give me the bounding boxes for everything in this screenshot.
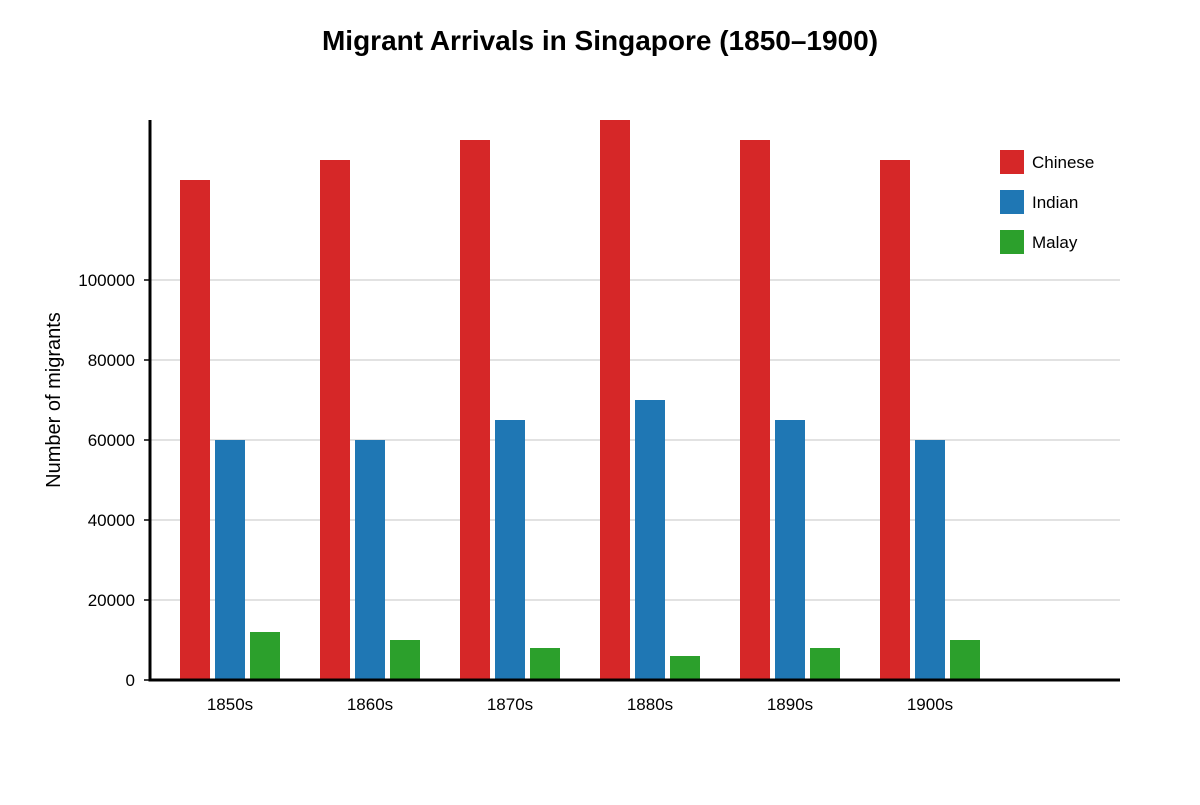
x-tick-label: 1850s [207, 695, 253, 714]
legend-swatch-indian [1000, 190, 1024, 214]
bar-malay-1870s [530, 648, 560, 680]
y-tick-label: 100000 [78, 271, 135, 290]
chart-title: Migrant Arrivals in Singapore (1850–1900… [322, 25, 878, 56]
bar-chinese-1890s [740, 140, 770, 680]
legend-label-malay: Malay [1032, 233, 1078, 252]
legend-swatch-chinese [1000, 150, 1024, 174]
y-tick-label: 0 [126, 671, 135, 690]
x-tick-label: 1860s [347, 695, 393, 714]
y-tick-labels: 0 20000 40000 60000 80000 100000 [78, 271, 135, 690]
bar-indian-1860s [355, 440, 385, 680]
bar-chinese-1880s [600, 120, 630, 680]
bar-chinese-1860s [320, 160, 350, 680]
bar-malay-1860s [390, 640, 420, 680]
legend: Chinese Indian Malay [1000, 150, 1094, 254]
x-tick-labels: 1850s 1860s 1870s 1880s 1890s 1900s [207, 695, 953, 714]
bar-chinese-1850s [180, 180, 210, 680]
bar-indian-1880s [635, 400, 665, 680]
bars [180, 120, 980, 680]
legend-swatch-malay [1000, 230, 1024, 254]
bar-chinese-1900s [880, 160, 910, 680]
legend-label-indian: Indian [1032, 193, 1078, 212]
bar-indian-1870s [495, 420, 525, 680]
bar-malay-1900s [950, 640, 980, 680]
bar-indian-1900s [915, 440, 945, 680]
x-tick-label: 1900s [907, 695, 953, 714]
bar-indian-1850s [215, 440, 245, 680]
legend-label-chinese: Chinese [1032, 153, 1094, 172]
x-tick-label: 1870s [487, 695, 533, 714]
y-tick-label: 20000 [88, 591, 135, 610]
bar-malay-1890s [810, 648, 840, 680]
x-tick-label: 1890s [767, 695, 813, 714]
y-tick-label: 80000 [88, 351, 135, 370]
y-axis-label: Number of migrants [43, 312, 65, 488]
x-tick-label: 1880s [627, 695, 673, 714]
grid-lines [144, 279, 1120, 681]
bar-chinese-1870s [460, 140, 490, 680]
y-tick-label: 40000 [88, 511, 135, 530]
bar-indian-1890s [775, 420, 805, 680]
y-tick-label: 60000 [88, 431, 135, 450]
bar-malay-1850s [250, 632, 280, 680]
bar-malay-1880s [670, 656, 700, 680]
